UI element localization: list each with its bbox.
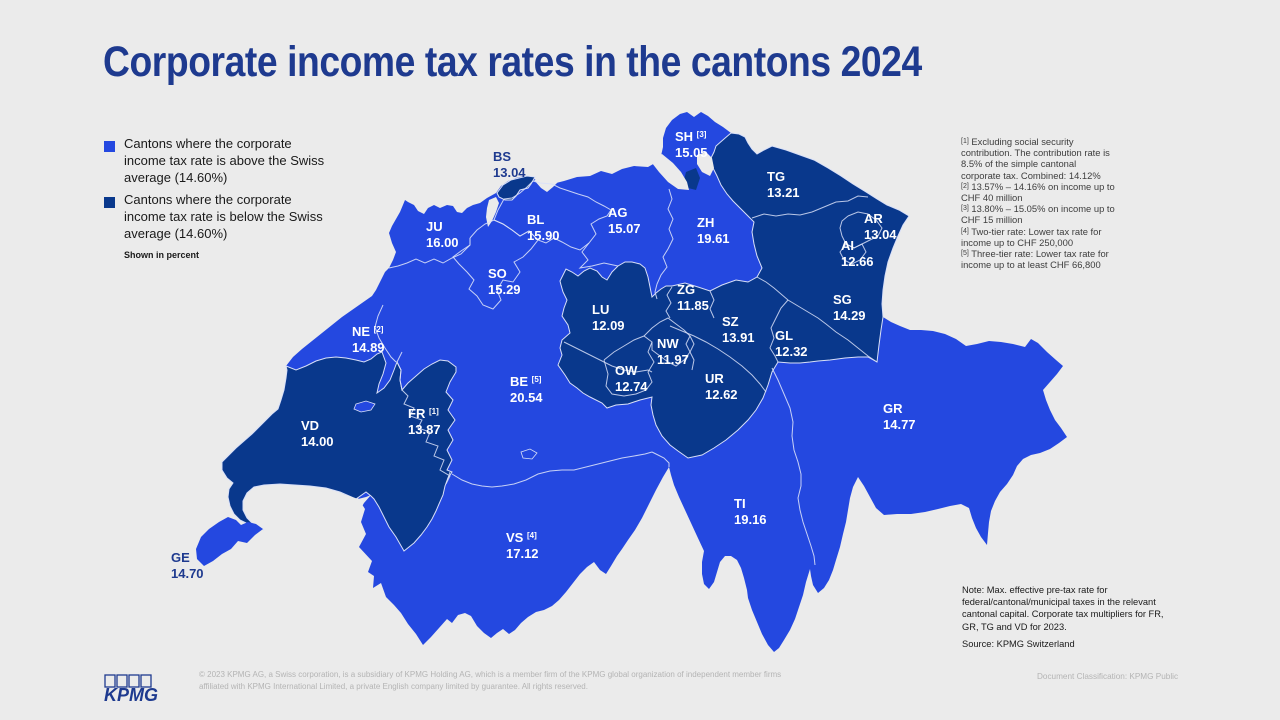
svg-text:GE: GE — [171, 550, 190, 565]
svg-text:14.77: 14.77 — [883, 417, 916, 432]
svg-text:12.09: 12.09 — [592, 318, 625, 333]
svg-text:SO: SO — [488, 266, 507, 281]
svg-text:SG: SG — [833, 292, 852, 307]
svg-text:14.70: 14.70 — [171, 566, 204, 581]
svg-text:15.07: 15.07 — [608, 221, 641, 236]
svg-text:13.21: 13.21 — [767, 185, 800, 200]
svg-text:13.91: 13.91 — [722, 330, 755, 345]
svg-text:14.00: 14.00 — [301, 434, 334, 449]
svg-text:13.04: 13.04 — [864, 227, 897, 242]
svg-text:14.29: 14.29 — [833, 308, 866, 323]
svg-text:JU: JU — [426, 219, 443, 234]
svg-text:12.74: 12.74 — [615, 379, 648, 394]
svg-text:14.89: 14.89 — [352, 340, 385, 355]
svg-text:GL: GL — [775, 328, 793, 343]
svg-text:12.32: 12.32 — [775, 344, 808, 359]
svg-text:TG: TG — [767, 169, 785, 184]
svg-text:ZH: ZH — [697, 215, 714, 230]
svg-text:GR: GR — [883, 401, 903, 416]
svg-text:UR: UR — [705, 371, 724, 386]
svg-text:TI: TI — [734, 496, 746, 511]
svg-text:AI: AI — [841, 238, 854, 253]
svg-text:15.29: 15.29 — [488, 282, 521, 297]
svg-text:NW: NW — [657, 336, 679, 351]
svg-text:15.90: 15.90 — [527, 228, 560, 243]
svg-text:ZG: ZG — [677, 282, 695, 297]
svg-text:20.54: 20.54 — [510, 390, 543, 405]
svg-text:13.87: 13.87 — [408, 422, 441, 437]
svg-text:BS: BS — [493, 149, 511, 164]
svg-text:LU: LU — [592, 302, 609, 317]
svg-text:VD: VD — [301, 418, 319, 433]
svg-text:OW: OW — [615, 363, 638, 378]
svg-text:SZ: SZ — [722, 314, 739, 329]
svg-text:13.04: 13.04 — [493, 165, 526, 180]
svg-text:11.97: 11.97 — [657, 352, 689, 367]
svg-text:19.61: 19.61 — [697, 231, 730, 246]
svg-text:15.05: 15.05 — [675, 145, 708, 160]
svg-text:11.85: 11.85 — [677, 298, 709, 313]
svg-text:19.16: 19.16 — [734, 512, 767, 527]
svg-text:AG: AG — [608, 205, 628, 220]
svg-text:16.00: 16.00 — [426, 235, 459, 250]
svg-text:AR: AR — [864, 211, 883, 226]
svg-text:12.62: 12.62 — [705, 387, 738, 402]
svg-text:KPMG: KPMG — [104, 685, 158, 705]
svg-text:17.12: 17.12 — [506, 546, 539, 561]
svg-text:12.66: 12.66 — [841, 254, 874, 269]
svg-text:BL: BL — [527, 212, 544, 227]
